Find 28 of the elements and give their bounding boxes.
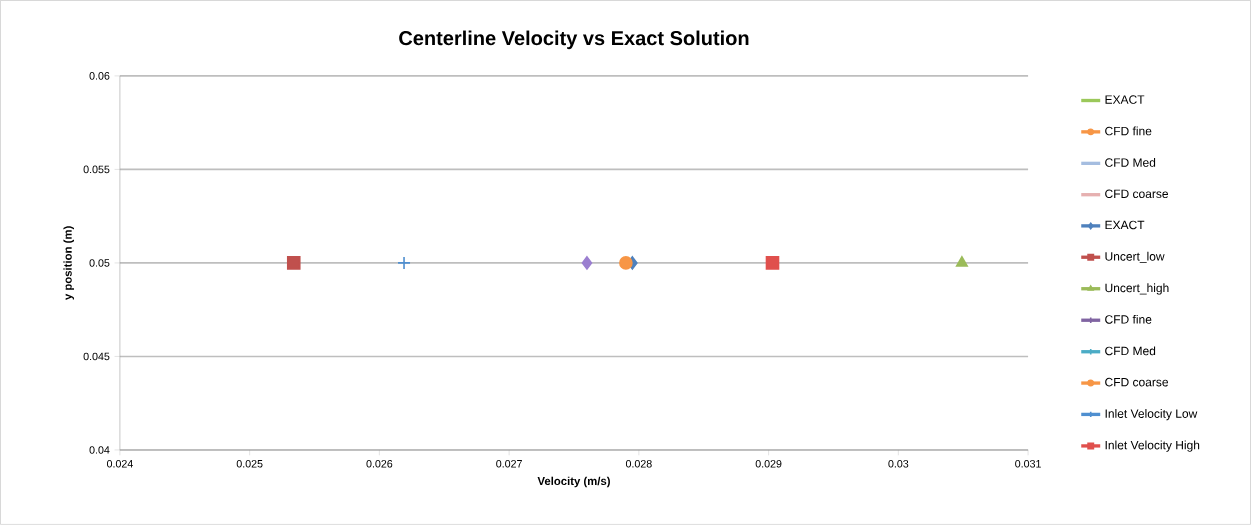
y-axis-title: y position (m) <box>63 226 74 301</box>
legend-label: Uncert_low <box>1105 251 1165 264</box>
legend-label: CFD fine <box>1105 314 1152 324</box>
legend-label: CFD Med <box>1105 346 1156 356</box>
y-tick-label: 0.06 <box>89 72 110 80</box>
x-tick-label: 0.027 <box>496 460 522 468</box>
legend-label: CFD coarse <box>1105 189 1169 199</box>
x-tick-label: 0.031 <box>1015 460 1041 468</box>
x-axis-title: Velocity (m/s) <box>537 476 610 488</box>
y-tick-label: 0.04 <box>89 446 110 454</box>
chart-title: Centerline Velocity vs Exact Solution <box>399 30 749 50</box>
x-tick-label: 0.026 <box>366 460 393 468</box>
y-tick-label: 0.055 <box>83 165 110 174</box>
legend-label: CFD Med <box>1105 158 1156 167</box>
x-tick-label: 0.028 <box>625 460 652 468</box>
y-tick-label: 0.045 <box>83 352 110 361</box>
x-tick-label: 0.03 <box>888 460 909 468</box>
y-tick-label: 0.05 <box>89 259 110 267</box>
x-tick-label: 0.025 <box>236 460 263 468</box>
legend-label: EXACT <box>1105 220 1145 230</box>
legend-label: EXACT <box>1105 95 1145 104</box>
legend-label: CFD coarse <box>1105 377 1169 387</box>
x-tick-label: 0.029 <box>755 460 782 468</box>
legend-label: Inlet Velocity Low <box>1105 409 1198 421</box>
x-tick-label: 0.024 <box>106 460 133 468</box>
legend-label: CFD fine <box>1105 126 1152 136</box>
legend-label: Inlet Velocity High <box>1105 440 1200 452</box>
legend-label: Uncert_high <box>1105 283 1169 295</box>
